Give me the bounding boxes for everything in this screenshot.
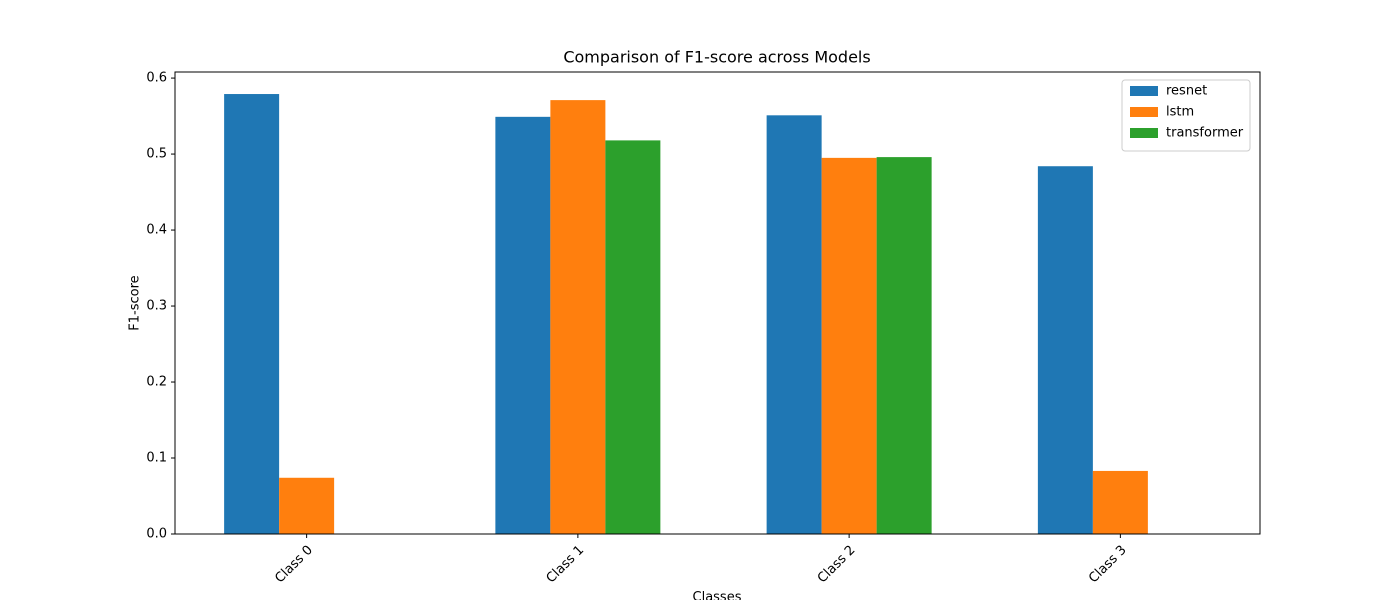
y-tick-label: 0.5 xyxy=(146,147,167,162)
y-tick-label: 0.2 xyxy=(146,375,167,390)
legend: resnet lstm transformer xyxy=(1121,79,1251,152)
y-axis-label: F1-score xyxy=(128,275,143,330)
x-tick-label: Class 2 xyxy=(815,543,859,587)
plot-frame xyxy=(174,71,1261,535)
bar xyxy=(821,157,877,535)
legend-label: lstm xyxy=(1166,105,1194,120)
y-tick-label: 0.3 xyxy=(146,299,167,314)
legend-swatch xyxy=(1130,86,1158,96)
chart-title: Comparison of F1-score across Models xyxy=(563,48,870,67)
y-tick-label: 0.0 xyxy=(146,527,167,542)
bar xyxy=(550,100,606,534)
x-tick-label: Class 1 xyxy=(544,543,588,587)
legend-swatch xyxy=(1130,128,1158,138)
x-tick-label: Class 0 xyxy=(272,543,316,587)
bar xyxy=(605,140,661,534)
bar xyxy=(224,94,280,534)
x-axis-label: Classes xyxy=(693,590,742,600)
legend-label: resnet xyxy=(1166,84,1207,99)
bar xyxy=(1092,470,1148,534)
bar xyxy=(766,115,822,534)
bar xyxy=(495,116,551,534)
bar xyxy=(876,157,932,534)
bar xyxy=(279,477,335,534)
bar xyxy=(1037,166,1093,534)
x-tick-label: Class 3 xyxy=(1086,543,1130,587)
y-tick-label: 0.4 xyxy=(146,223,167,238)
legend-swatch xyxy=(1130,107,1158,117)
y-tick-label: 0.6 xyxy=(146,71,167,86)
legend-label: transformer xyxy=(1166,126,1244,141)
y-tick-label: 0.1 xyxy=(146,451,167,466)
